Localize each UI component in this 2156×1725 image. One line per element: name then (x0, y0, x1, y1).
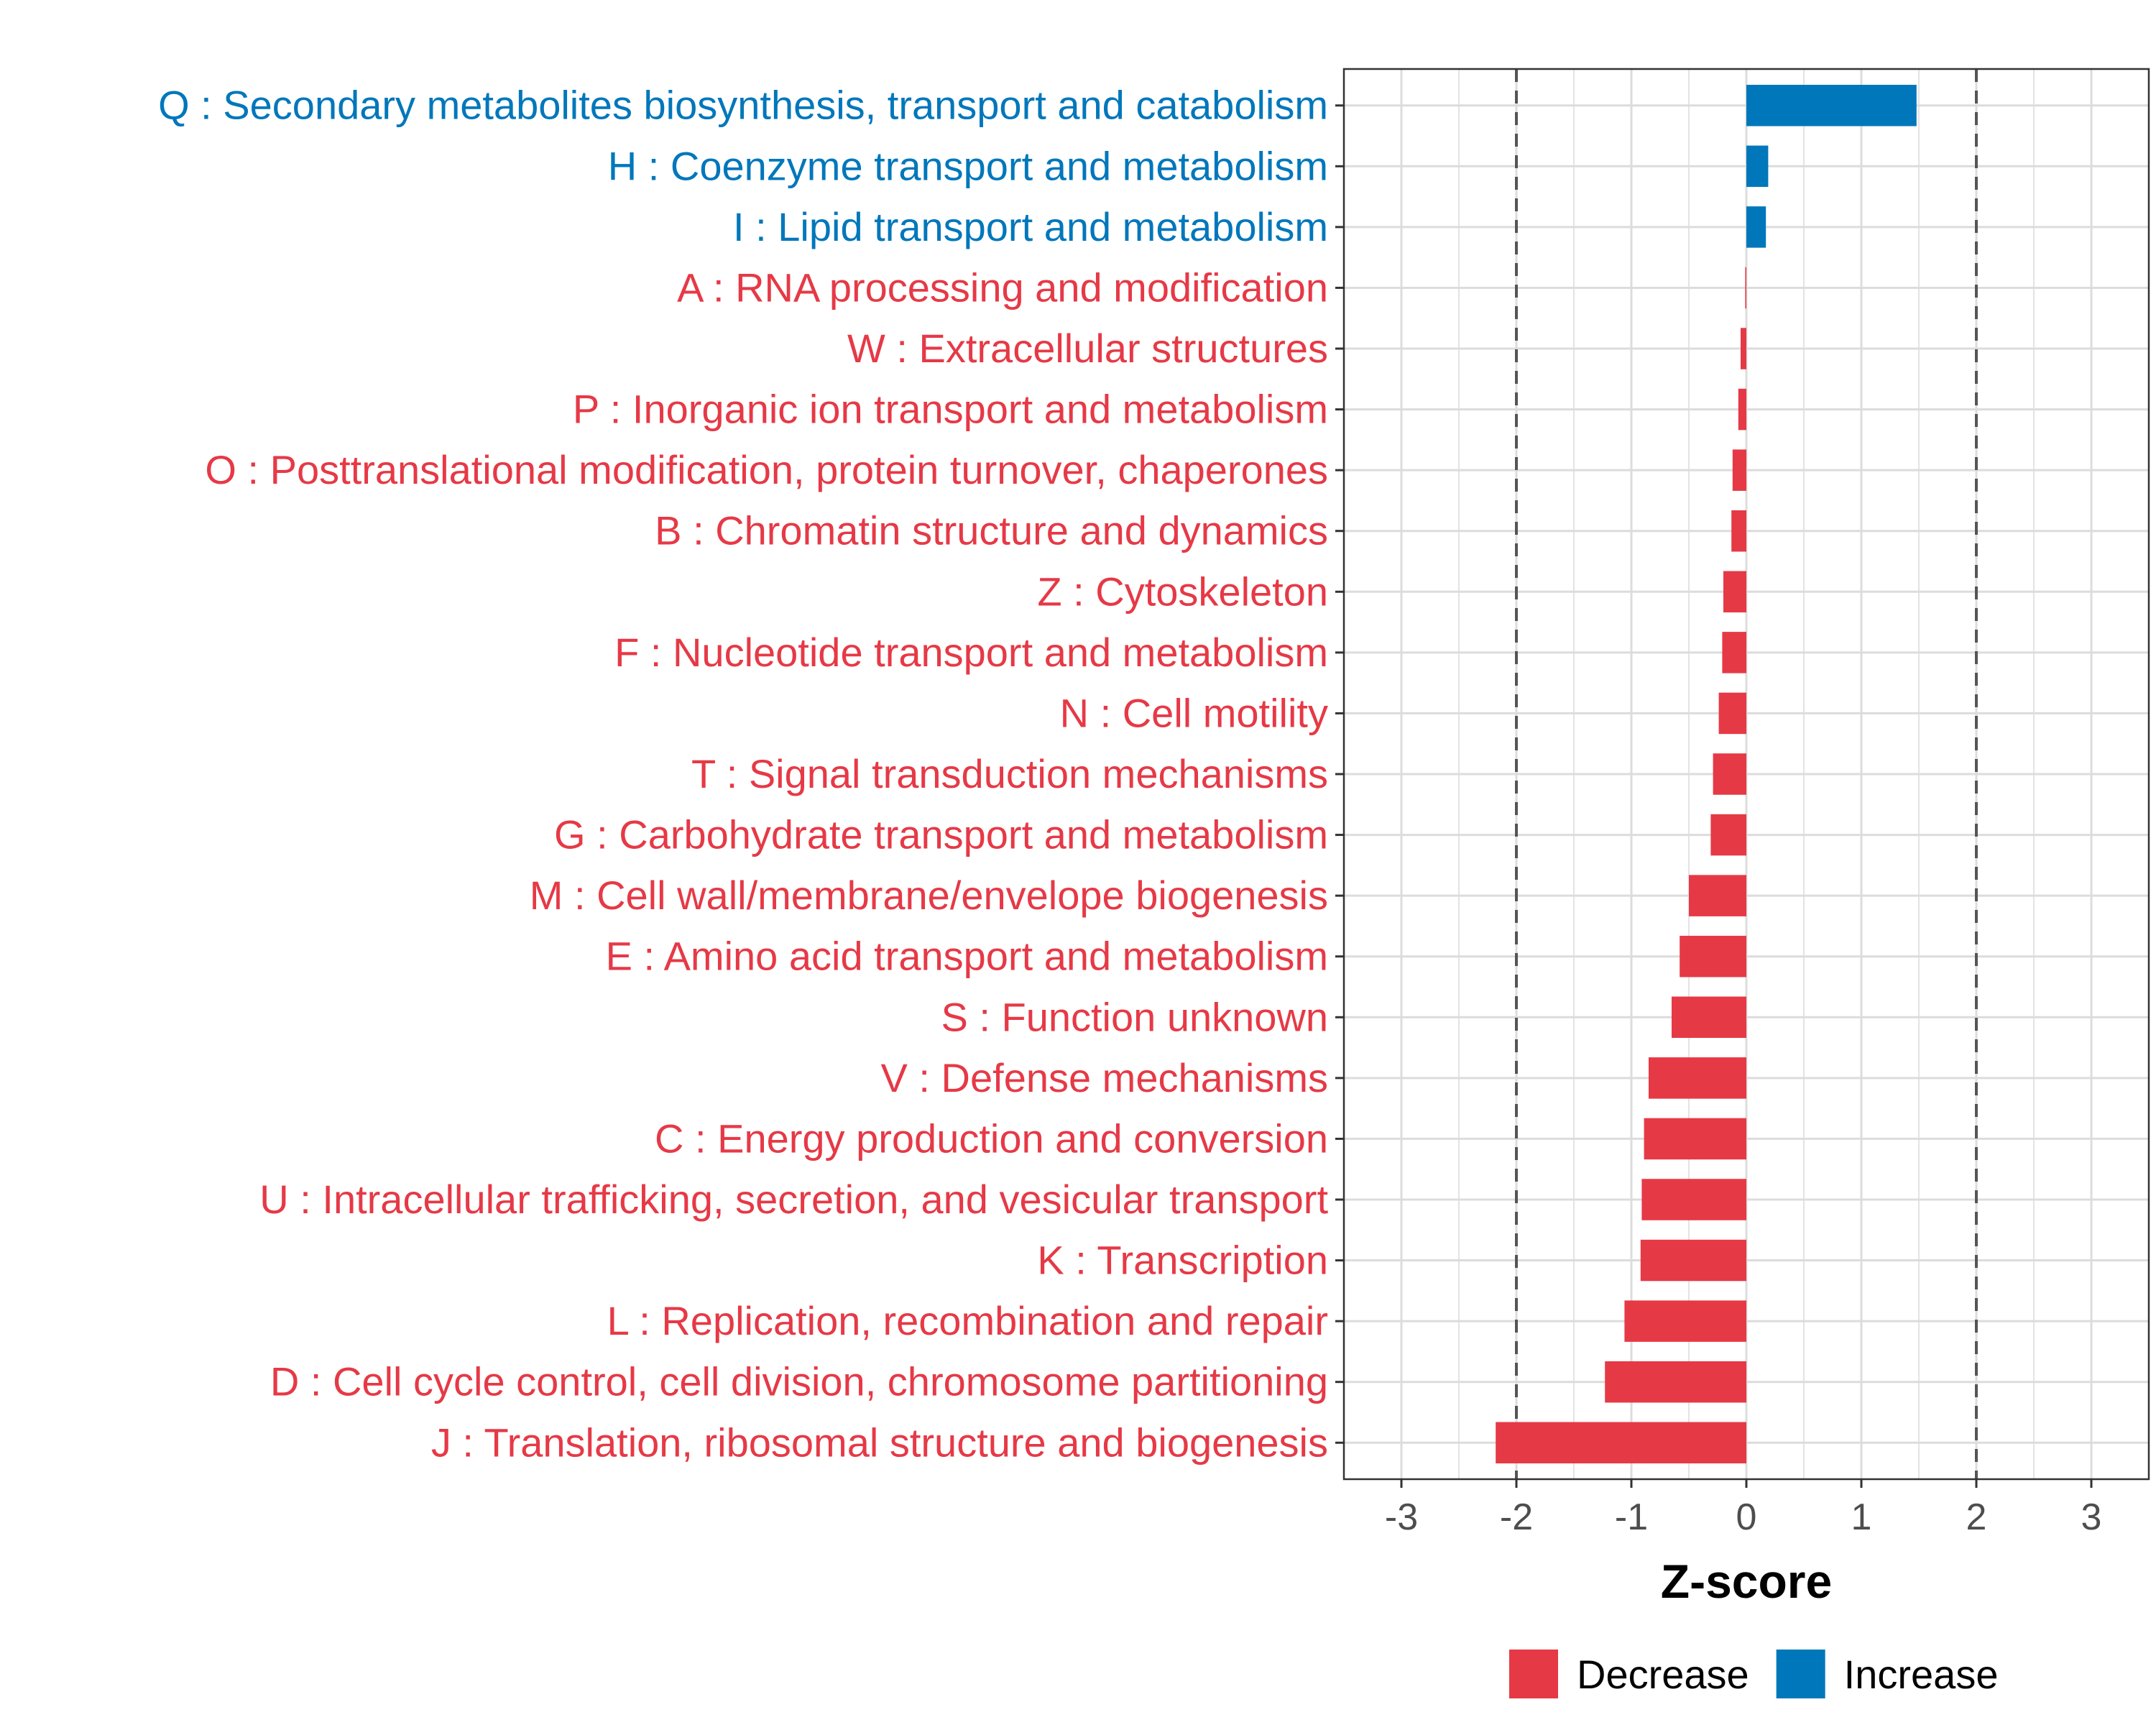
bar (1644, 1118, 1746, 1160)
bar (1713, 753, 1746, 795)
reference-lines (1515, 69, 1978, 1479)
legend-label: Increase (1844, 1652, 1999, 1697)
category-label: I : Lipid transport and metabolism (733, 204, 1328, 249)
category-label: K : Transcription (1037, 1238, 1328, 1283)
category-label: S : Function unknown (941, 994, 1328, 1039)
bar (1738, 388, 1746, 431)
legend: Decrease Increase (1509, 1650, 1998, 1698)
bar (1624, 1300, 1746, 1342)
bar (1641, 1179, 1746, 1220)
bar (1649, 1057, 1746, 1099)
bar (1689, 875, 1746, 916)
x-tick-label: 2 (1966, 1496, 1987, 1538)
legend-key (1776, 1650, 1825, 1698)
category-label: T : Signal transduction mechanisms (691, 751, 1328, 796)
bar (1718, 692, 1746, 735)
bar (1731, 510, 1746, 552)
category-label: U : Intracellular trafficking, secretion… (259, 1177, 1328, 1222)
bar (1745, 267, 1746, 309)
bar (1723, 571, 1746, 613)
category-label: F : Nucleotide transport and metabolism (614, 630, 1328, 675)
x-tick-label: 0 (1736, 1496, 1757, 1538)
x-tick-label: -1 (1615, 1496, 1648, 1538)
y-axis-labels: Q : Secondary metabolites biosynthesis, … (158, 83, 1328, 1466)
bar (1710, 814, 1746, 856)
bar (1746, 206, 1766, 248)
x-tick-label: -3 (1385, 1496, 1418, 1538)
category-label: V : Defense mechanisms (881, 1055, 1328, 1100)
category-label: A : RNA processing and modification (677, 264, 1328, 310)
bar (1605, 1361, 1746, 1403)
category-label: O : Posttranslational modification, prot… (205, 447, 1328, 492)
bar (1680, 935, 1746, 978)
bar (1496, 1422, 1746, 1464)
bar (1732, 449, 1746, 491)
category-label: B : Chromatin structure and dynamics (655, 508, 1328, 553)
bar (1746, 145, 1769, 188)
category-label: C : Energy production and conversion (655, 1116, 1328, 1161)
category-label: M : Cell wall/membrane/envelope biogenes… (530, 873, 1328, 918)
bar (1722, 632, 1746, 673)
category-label: P : Inorganic ion transport and metaboli… (573, 387, 1328, 432)
bar (1746, 84, 1917, 126)
category-label: N : Cell motility (1060, 690, 1328, 735)
bar (1741, 328, 1746, 369)
category-label: Q : Secondary metabolites biosynthesis, … (158, 83, 1328, 128)
legend-label: Decrease (1577, 1652, 1749, 1697)
x-tick-label: 1 (1851, 1496, 1872, 1538)
y-axis-ticks (1335, 104, 1344, 1444)
category-label: W : Extracellular structures (847, 326, 1328, 371)
bars (1496, 84, 1917, 1464)
category-label: D : Cell cycle control, cell division, c… (270, 1359, 1328, 1404)
category-label: L : Replication, recombination and repai… (607, 1298, 1328, 1343)
category-label: J : Translation, ribosomal structure and… (431, 1420, 1328, 1465)
category-label: E : Amino acid transport and metabolism (606, 934, 1328, 979)
x-axis-ticks: -3 -2 -1 0 1 2 3 (1385, 1479, 2102, 1538)
category-label: G : Carbohydrate transport and metabolis… (554, 812, 1328, 857)
x-tick-label: -2 (1500, 1496, 1533, 1538)
bar (1672, 996, 1746, 1039)
category-label: Z : Cytoskeleton (1037, 569, 1328, 614)
bar (1640, 1239, 1746, 1282)
category-label: H : Coenzyme transport and metabolism (608, 143, 1328, 188)
x-axis-title: Z-score (1661, 1555, 1832, 1608)
legend-key (1509, 1650, 1558, 1698)
x-tick-label: 3 (2081, 1496, 2102, 1538)
